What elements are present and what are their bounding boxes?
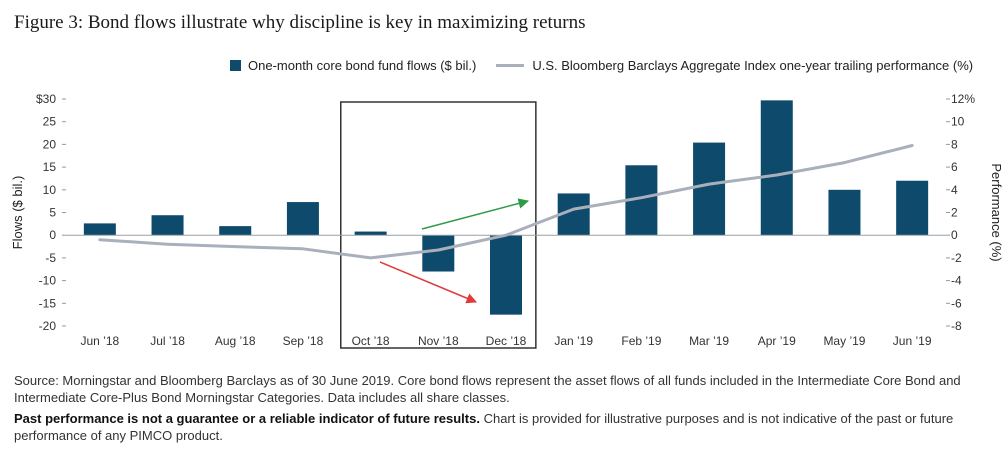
left-tick-label: -10: [39, 274, 57, 288]
performance-line: [98, 144, 914, 260]
flow-bar: [693, 142, 726, 236]
left-tick-label: -15: [39, 296, 57, 310]
flow-bar: [83, 223, 116, 236]
legend-bar-swatch: [230, 60, 241, 71]
legend-bar-label: One-month core bond fund flows ($ bil.): [248, 58, 477, 73]
chart-canvas: $302520151050-5-10-15-2012%1086420-2-4-6…: [10, 92, 1004, 349]
right-tick-label: 10: [951, 115, 965, 129]
x-tick-label: Jul ’18: [150, 334, 185, 348]
flow-bar: [760, 100, 793, 236]
right-tick-label: 6: [951, 160, 958, 174]
x-tick-label: Nov ’18: [418, 334, 459, 348]
red-down-arrow: [379, 261, 477, 304]
legend-item-bars: One-month core bond fund flows ($ bil.): [230, 58, 476, 73]
x-tick-label: Feb ’19: [621, 334, 661, 348]
green-up-arrow: [421, 198, 530, 230]
legend-line-label: U.S. Bloomberg Barclays Aggregate Index …: [532, 58, 974, 73]
source-note: Source: Morningstar and Bloomberg Barcla…: [14, 373, 961, 405]
x-tick-label: Jan ’19: [554, 334, 593, 348]
x-tick-label: Sep ’18: [283, 334, 324, 348]
left-tick-label: 5: [49, 206, 56, 220]
legend-line-swatch: [496, 64, 525, 67]
right-tick-label: -4: [951, 274, 962, 288]
x-tick-label: Aug ’18: [215, 334, 256, 348]
flow-bar: [286, 202, 319, 236]
left-tick-label: 25: [43, 115, 57, 129]
left-tick-label: $30: [36, 92, 56, 106]
disclaimer-text: Chart is provided for illustrative purpo…: [14, 411, 954, 443]
x-tick-label: Mar ’19: [689, 334, 729, 348]
right-tick-label: -6: [951, 296, 962, 310]
left-tick-label: -20: [39, 319, 57, 333]
right-tick-label: 4: [951, 183, 958, 197]
left-tick-label: 15: [43, 160, 57, 174]
right-tick-label: -2: [951, 251, 962, 265]
right-tick-label: 0: [951, 228, 958, 242]
flow-bar: [151, 215, 184, 236]
flow-bar: [490, 235, 522, 315]
x-tick-label: May ’19: [823, 334, 865, 348]
x-tick-label: Oct ’18: [352, 334, 390, 348]
right-tick-label: -8: [951, 319, 962, 333]
left-axis-title: Flows ($ bil.): [10, 176, 25, 250]
flow-bar: [896, 180, 929, 236]
x-tick-label: Jun ’18: [80, 334, 119, 348]
x-tick-label: Dec ’18: [486, 334, 527, 348]
right-axis-title: Performance (%): [989, 163, 1004, 261]
left-tick-label: 10: [43, 183, 57, 197]
disclaimer: Past performance is not a guarantee or a…: [14, 410, 999, 444]
right-tick-label: 8: [951, 137, 958, 151]
flow-bar: [422, 235, 455, 272]
left-tick-label: -5: [45, 251, 56, 265]
flow-bar: [354, 231, 387, 236]
x-tick-label: Apr ’19: [758, 334, 796, 348]
disclaimer-bold: Past performance is not a guarantee or a…: [14, 411, 480, 426]
chart-footer: Source: Morningstar and Bloomberg Barcla…: [14, 372, 999, 448]
flow-bar: [828, 189, 861, 236]
chart-title: Figure 3: Bond flows illustrate why disc…: [14, 12, 586, 33]
x-tick-label: Jun ’19: [893, 334, 932, 348]
left-tick-label: 0: [49, 228, 56, 242]
legend-item-line: U.S. Bloomberg Barclays Aggregate Index …: [496, 58, 973, 73]
chart-legend: One-month core bond fund flows ($ bil.) …: [230, 58, 993, 73]
right-tick-label: 12%: [951, 92, 975, 106]
left-tick-label: 20: [43, 137, 57, 151]
flow-bar: [219, 226, 252, 236]
right-tick-label: 2: [951, 206, 958, 220]
